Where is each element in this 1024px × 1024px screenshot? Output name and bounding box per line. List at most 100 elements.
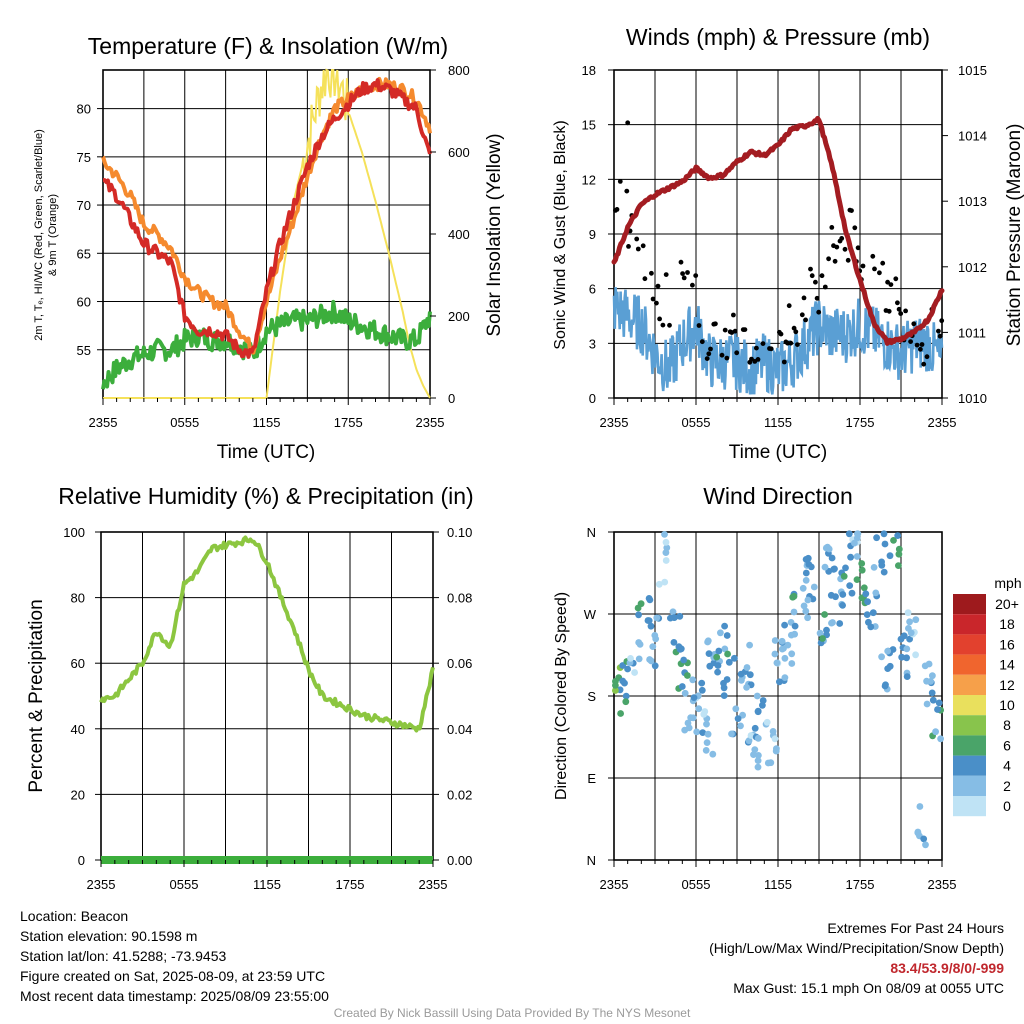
direction-point [789,593,797,601]
gust-point [813,279,818,285]
y-tick-label-left: 80 [71,591,85,606]
gust-point [624,188,630,194]
direction-point [840,572,848,580]
direction-point [778,637,786,645]
gust-point [657,316,662,322]
direction-point [663,544,671,552]
direction-point [929,672,936,680]
direction-point [771,637,779,644]
direction-point [805,561,813,568]
y-tick-label-right: 0.04 [447,722,472,737]
legend-swatch [953,695,986,716]
gust-point [939,318,945,324]
direction-point [646,656,653,663]
recent-timestamp: Most recent data timestamp: 2025/08/09 2… [20,988,329,1004]
direction-point [853,534,861,542]
gust-point [872,266,877,272]
direction-point [667,614,674,622]
direction-point [804,596,812,604]
direction-point [647,622,655,630]
y-tick-label-right: 0.10 [447,525,472,540]
gust-point [650,296,656,302]
direction-point [669,608,677,616]
y-axis-label-left-line2: & 9m T (Orange) [47,194,59,276]
direction-point [751,746,759,753]
direction-point [693,728,701,736]
y-tick-label-left: S [587,689,596,704]
x-tick-label: 2355 [928,415,957,430]
gust-point [893,276,899,282]
gust-point [799,312,805,318]
direction-point [635,639,643,646]
gust-point [791,325,797,331]
direction-point [804,554,812,562]
gust-point [842,246,848,252]
y-tick-label-left: 0 [78,853,85,868]
direction-point [890,537,897,544]
y-tick-label-right: 0.08 [447,591,472,606]
gust-point [895,300,900,306]
gust-point [635,246,641,252]
x-tick-label: 1755 [334,415,363,430]
direction-point [867,623,875,631]
gust-point [788,340,794,346]
gust-point [732,328,738,334]
direction-point [895,545,903,553]
direction-point [717,629,724,637]
direction-point [635,611,642,619]
gust-point [880,260,886,266]
gust-point [919,342,925,347]
extremes-description: (High/Low/Max Wind/Precipitation/Snow De… [709,940,1004,956]
direction-point [863,611,871,618]
winds-panel: 0 3 6 9 12 15 18 1010 1011 1012 1013 1014 1015 2355 05… [552,24,1024,463]
pressure-line [611,115,945,346]
gust-point [834,244,840,250]
gust-point [731,312,736,318]
gust-point [678,259,684,265]
legend-label: 4 [1003,758,1011,774]
credit-line: Created By Nick Bassill Using Data Provi… [333,1006,691,1020]
direction-point [649,643,657,650]
x-tick-label: 1155 [764,877,792,892]
direction-point [870,564,878,571]
gust-point [699,339,705,345]
y-tick-label-right: 0.06 [447,656,472,671]
direction-point [684,672,691,679]
direction-point [709,750,717,758]
y-tick-label-left: N [587,525,596,540]
direction-point [873,534,880,542]
gust-point [921,361,927,367]
direction-point [678,683,686,690]
gust-point [722,327,728,333]
sonic-wind-line [612,287,944,395]
direction-point [652,635,660,643]
direction-point [713,653,721,661]
direction-point [715,647,723,655]
direction-point [898,653,906,661]
direction-point [754,734,762,742]
gust-point [937,333,943,339]
direction-point [627,655,634,662]
y-tick-label-left: 55 [77,343,91,358]
gust-point [924,354,930,360]
gust-point [936,328,941,334]
direction-point [737,670,745,678]
gust-point [663,272,669,277]
direction-point [872,589,880,597]
direction-point [934,706,941,713]
x-tick-label: 2355 [600,415,629,430]
gust-point [829,225,835,230]
gust-point [903,308,908,314]
direction-point [704,730,712,738]
x-tick-label: 0555 [682,415,711,430]
gust-point [634,236,640,242]
gust-point [754,345,759,351]
direction-point [778,645,786,653]
direction-point [689,714,697,722]
direction-point [645,617,653,624]
direction-point [880,530,888,538]
y-tick-label-left: 9 [589,227,596,242]
t2m-line [102,78,432,359]
dewpoint-line [101,299,432,390]
direction-point [732,705,740,713]
